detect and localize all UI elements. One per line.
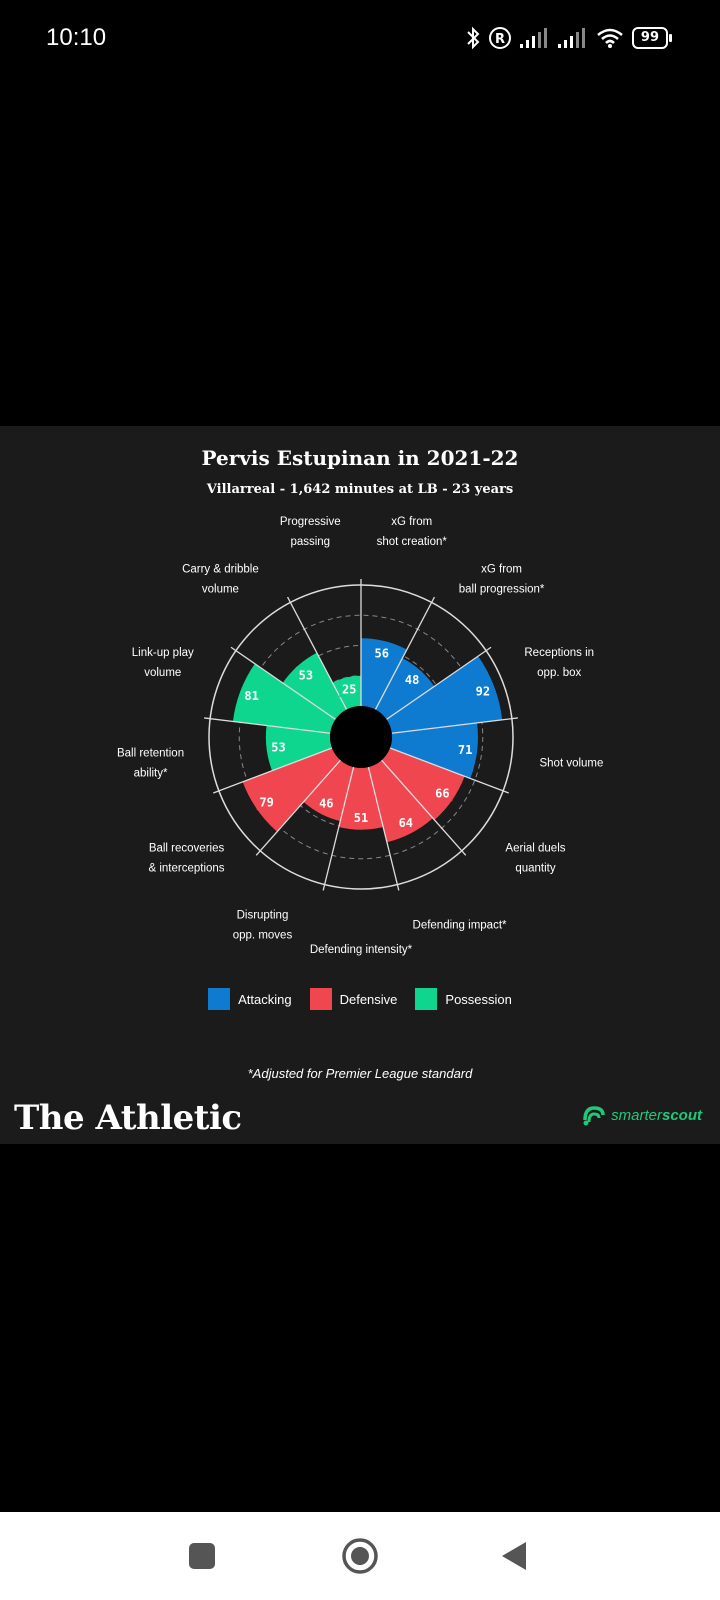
chart-bar bbox=[232, 663, 336, 734]
value-label: 79 bbox=[259, 796, 273, 810]
chart-subtitle: Villarreal - 1,642 minutes at LB - 23 ye… bbox=[206, 482, 514, 497]
value-label: 53 bbox=[299, 668, 313, 682]
home-button[interactable] bbox=[338, 1534, 382, 1578]
square-icon bbox=[189, 1543, 215, 1569]
value-label: 46 bbox=[319, 797, 333, 811]
value-label: 56 bbox=[375, 646, 389, 660]
value-label: 64 bbox=[399, 816, 413, 830]
category-label: Disrupting opp. moves bbox=[233, 910, 293, 942]
chart-title: Pervis Estupinan in 2021-22 bbox=[201, 446, 519, 470]
chart-bar bbox=[381, 747, 465, 820]
value-label-bg bbox=[316, 795, 337, 812]
spoke-line bbox=[367, 766, 400, 891]
spoke-line bbox=[381, 759, 467, 856]
registered-icon: R bbox=[488, 27, 511, 49]
category-label: Link-up play volume bbox=[132, 647, 194, 679]
chart-bar bbox=[386, 656, 503, 734]
value-label: 25 bbox=[342, 683, 356, 697]
value-label-bg bbox=[268, 739, 289, 756]
infographic: 56 48 92 71 66 64 51 46 79 53 81 53 25 xG from shot cr… bbox=[0, 426, 720, 1144]
recents-button[interactable] bbox=[180, 1534, 224, 1578]
bluetooth-icon bbox=[467, 26, 480, 50]
signal-icon bbox=[519, 28, 547, 48]
category-label: Carry & dribble volume bbox=[182, 563, 259, 595]
value-label: 66 bbox=[435, 787, 449, 801]
legend-label: Defensive bbox=[339, 991, 398, 1007]
smarterscout-icon bbox=[583, 1106, 605, 1126]
battery-icon: 99 bbox=[631, 27, 673, 49]
spoke-line bbox=[230, 646, 336, 720]
status-bar: 10:10 R 99 bbox=[0, 0, 720, 80]
signal-icon bbox=[557, 28, 585, 48]
spoke-line bbox=[389, 747, 509, 794]
value-label: 53 bbox=[271, 741, 285, 755]
spoke-line bbox=[213, 747, 333, 794]
category-label: Shot volume bbox=[539, 758, 603, 770]
chart-center bbox=[330, 706, 392, 768]
wifi-icon bbox=[597, 28, 623, 48]
category-label: xG from shot creation* bbox=[377, 516, 448, 548]
value-label-bg bbox=[395, 814, 416, 831]
value-label-bg bbox=[371, 644, 392, 661]
value-label: 51 bbox=[354, 811, 368, 825]
category-label: Ball retention ability* bbox=[117, 748, 184, 780]
spoke-line bbox=[255, 759, 341, 856]
value-label-bg bbox=[351, 809, 371, 826]
legend-swatch bbox=[415, 988, 438, 1010]
value-label: 81 bbox=[244, 689, 258, 703]
footnote: *Adjusted for Premier League standard bbox=[247, 1066, 473, 1081]
category-label: Receptions in opp. box bbox=[524, 647, 594, 679]
value-label: 92 bbox=[476, 684, 490, 698]
category-label: Aerial duels quantity bbox=[505, 842, 565, 874]
status-time: 10:10 bbox=[46, 24, 107, 51]
smarterscout-text-1: smarter bbox=[611, 1106, 662, 1124]
chart-bar bbox=[389, 722, 478, 779]
chart-bar bbox=[265, 725, 333, 771]
category-label: xG from ball progression* bbox=[459, 563, 545, 595]
the-athletic-logo: The Athletic bbox=[14, 1098, 242, 1138]
radar-chart: 56 48 92 71 66 64 51 46 79 53 81 53 25 xG from shot cr… bbox=[117, 516, 603, 956]
value-label: 71 bbox=[458, 743, 472, 757]
back-triangle-icon bbox=[502, 1542, 526, 1570]
legend-item-attacking: Attacking bbox=[208, 988, 292, 1010]
value-label-bg bbox=[295, 666, 316, 683]
legend-swatch bbox=[208, 988, 231, 1010]
legend-item-possession: Possession bbox=[415, 988, 512, 1010]
svg-text:R: R bbox=[495, 32, 505, 47]
chart-bar bbox=[303, 760, 354, 822]
status-icons: R 99 bbox=[466, 26, 673, 50]
spoke-line bbox=[204, 717, 331, 734]
back-button[interactable] bbox=[492, 1534, 536, 1578]
value-label-bg bbox=[402, 671, 423, 688]
chart-bar bbox=[368, 760, 433, 843]
category-label: Progressive passing bbox=[280, 516, 341, 548]
legend-label: Attacking bbox=[238, 991, 292, 1007]
category-label: Defending impact* bbox=[413, 920, 507, 932]
smarterscout-logo: smarter scout bbox=[581, 1102, 702, 1128]
value-label-bg bbox=[472, 682, 493, 699]
spoke-line bbox=[374, 596, 436, 710]
spoke-line bbox=[322, 766, 355, 891]
chart-bar bbox=[242, 747, 341, 832]
home-circle-icon bbox=[342, 1538, 378, 1574]
value-label-bg bbox=[432, 785, 453, 802]
spoke-line bbox=[386, 646, 492, 720]
legend-label: Possession bbox=[445, 991, 512, 1007]
legend-swatch bbox=[309, 988, 332, 1010]
navigation-bar bbox=[0, 1512, 720, 1600]
spoke-line bbox=[391, 717, 518, 734]
legend: Attacking Defensive Possession bbox=[0, 988, 720, 1010]
value-label-bg bbox=[455, 741, 476, 758]
category-label: Defending intensity* bbox=[310, 944, 413, 956]
smarterscout-text-2: scout bbox=[661, 1106, 702, 1124]
value-label-bg bbox=[241, 687, 262, 704]
value-label: 48 bbox=[405, 673, 419, 687]
grid-ring bbox=[238, 614, 484, 860]
value-label-bg bbox=[339, 681, 360, 698]
spoke-line bbox=[286, 596, 348, 710]
value-label-bg bbox=[256, 794, 277, 811]
category-label: Ball recoveries & interceptions bbox=[148, 842, 224, 874]
legend-item-defensive: Defensive bbox=[309, 988, 398, 1010]
